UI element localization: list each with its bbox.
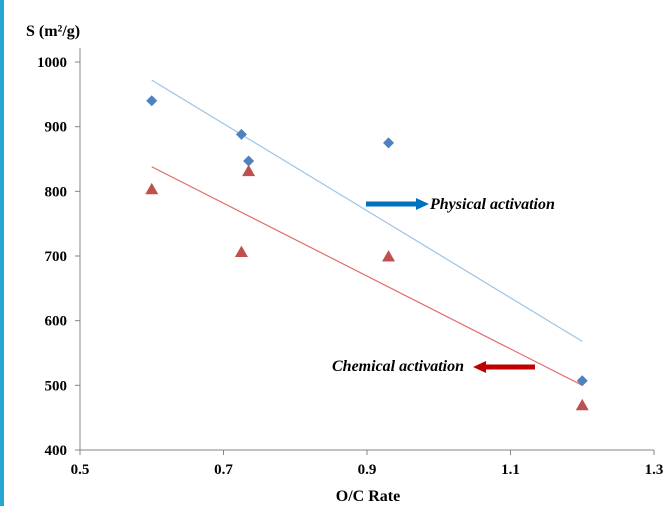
- chemical-point: [242, 164, 256, 177]
- trend-lines: [151, 79, 583, 386]
- y-tick-label: 1000: [37, 55, 67, 71]
- y-tick-label: 800: [45, 184, 68, 200]
- chemical-arrow-head: [473, 361, 486, 373]
- physical-point: [243, 155, 255, 167]
- x-tick-label: 1.1: [501, 462, 520, 478]
- chemical-point: [575, 398, 589, 411]
- chemical-point: [382, 250, 396, 262]
- x-tick-label: 0.7: [214, 462, 233, 478]
- axes: 400 500 600 700 800 900 1000 0.5 0.7 0.9 1.1 1.3: [37, 48, 663, 478]
- x-tick-label: 0.5: [71, 462, 90, 478]
- chemical-point: [234, 245, 248, 257]
- physical-point: [576, 375, 588, 387]
- physical-point: [146, 95, 158, 107]
- x-tick-label: 1.3: [645, 462, 664, 478]
- y-tick-label: 400: [45, 443, 68, 459]
- chemical-activation-label: Chemical activation: [332, 358, 464, 375]
- y-tick-label: 700: [45, 249, 68, 265]
- x-axis-title: O/C Rate: [336, 488, 400, 505]
- y-axis-title: S (m²/g): [26, 23, 80, 40]
- physical-trend-line: [151, 79, 583, 342]
- x-tick-label: 0.9: [358, 462, 377, 478]
- chemical-trend-line: [151, 166, 583, 386]
- y-tick-label: 600: [45, 314, 68, 330]
- y-tick-label: 900: [45, 120, 68, 136]
- physical-point: [383, 137, 395, 149]
- scatter-chart: 400 500 600 700 800 900 1000 0.5 0.7 0.9 1.1 1.3 Ph…: [26, 23, 663, 505]
- y-tick-label: 500: [45, 378, 68, 394]
- physical-point: [235, 128, 247, 140]
- annotations: Physical activation Chemical activation: [332, 196, 555, 375]
- chemical-point: [145, 182, 159, 195]
- physical-arrow-head: [416, 198, 429, 210]
- data-points: [145, 95, 589, 411]
- physical-activation-label: Physical activation: [429, 196, 555, 213]
